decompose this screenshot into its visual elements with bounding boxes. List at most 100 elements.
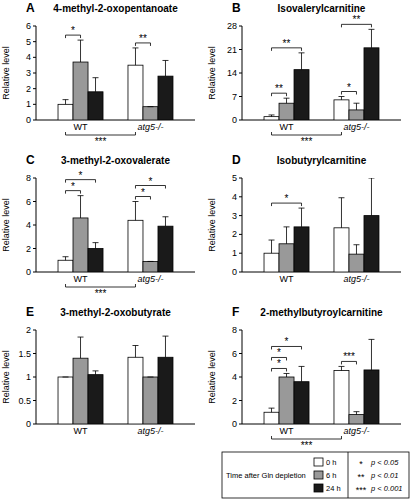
bar (88, 92, 103, 120)
bracket (272, 132, 342, 135)
error-bar (147, 377, 153, 378)
bar (364, 370, 379, 424)
error-bar (269, 115, 275, 117)
bar (294, 227, 309, 272)
bracket (66, 284, 136, 287)
y-tick-label: 8 (232, 325, 237, 335)
panel-title: 3-methyl-2-oxobutyrate (60, 307, 171, 318)
panel-title: Isovalerylcarnitine (278, 3, 366, 14)
legend-pvalue: p < 0.001 (370, 484, 403, 493)
y-tick-label: 4 (26, 220, 31, 230)
y-tick-label: 1 (26, 99, 31, 109)
panel-letter: E (26, 305, 34, 319)
legend-divider (348, 452, 349, 498)
y-tick-label: 2 (232, 396, 237, 406)
y-tick-label: 4 (232, 372, 237, 382)
marks (264, 178, 379, 272)
error-bar (353, 412, 359, 415)
error-stem (371, 178, 372, 216)
error-bar (63, 377, 69, 378)
y-tick-label: 1.5 (18, 349, 31, 359)
error-bar (93, 243, 99, 249)
error-bar (63, 257, 69, 261)
error-bar (78, 196, 84, 218)
significance-label: * (79, 170, 83, 181)
y-axis-label: Relative level (207, 198, 217, 252)
bar (294, 70, 309, 120)
error-stem (95, 371, 96, 375)
category-label: WT (280, 426, 294, 436)
bar (73, 218, 88, 272)
error-stem (95, 243, 96, 249)
marks (264, 339, 379, 424)
error-cap (368, 339, 374, 340)
significance-label: * (285, 193, 289, 204)
bar (349, 415, 364, 424)
bar (334, 100, 349, 120)
panel: E3-methyl-2-oxobutyrateRelative level00.… (1, 305, 195, 436)
error-stem (301, 53, 302, 70)
panel: BIsovalerylcarnitineRelative level071421… (207, 1, 401, 147)
y-tick (239, 96, 242, 97)
error-cap (269, 408, 275, 409)
error-cap (78, 195, 84, 196)
bar (58, 377, 73, 424)
error-bar (93, 78, 99, 92)
y-axis-label: Relative level (1, 46, 11, 100)
error-stem (65, 257, 66, 261)
panel-title: 2-methylbutyroylcarnitine (260, 307, 383, 318)
error-stem (286, 98, 287, 103)
panel-letter: B (232, 1, 241, 15)
significance-label: * (141, 187, 145, 198)
bar (264, 117, 279, 120)
y-tick (33, 353, 36, 354)
error-stem (301, 208, 302, 227)
panel-letter: D (232, 153, 241, 167)
bracket (272, 436, 342, 439)
error-cap (353, 244, 359, 245)
y-tick-label: 28 (227, 21, 237, 31)
y-tick (33, 26, 36, 27)
error-bar (132, 202, 138, 221)
y-axis-label: Relative level (1, 198, 11, 252)
panel: DIsobutyrylcarnitineRelative level012345… (207, 153, 401, 284)
y-tick (239, 215, 242, 216)
panel-letter: C (26, 153, 35, 167)
error-cap (63, 99, 69, 100)
bar (349, 254, 364, 272)
bar (279, 103, 294, 120)
error-bar (284, 373, 290, 377)
error-stem (356, 245, 357, 254)
legend-title: Time after Gln depletion (226, 471, 306, 480)
error-cap (162, 336, 168, 337)
bar (58, 104, 73, 120)
error-bar (368, 178, 374, 216)
bar (294, 382, 309, 424)
y-tick-label: 0.5 (18, 396, 31, 406)
error-cap (353, 411, 359, 412)
legend-swatch (314, 458, 323, 466)
y-tick-label: 5 (232, 173, 237, 183)
error-cap (269, 114, 275, 115)
error-cap (78, 40, 84, 41)
error-bar (284, 98, 290, 103)
significance-label: * (71, 25, 75, 36)
bar (364, 48, 379, 120)
y-axis-line (242, 178, 243, 272)
bracket (66, 132, 136, 135)
y-tick-label: 5 (26, 37, 31, 47)
bar (128, 220, 143, 272)
error-bar (78, 337, 84, 358)
error-bar (299, 366, 305, 381)
bar (128, 357, 143, 424)
error-cap (147, 377, 153, 378)
bar (334, 228, 349, 272)
y-tick-label: 6 (232, 349, 237, 359)
error-bar (132, 48, 138, 65)
error-stem (356, 412, 357, 415)
category-label: WT (74, 122, 88, 132)
y-tick-label: 3 (232, 211, 237, 221)
error-cap (299, 208, 305, 209)
error-cap (338, 96, 344, 97)
error-stem (165, 217, 166, 226)
